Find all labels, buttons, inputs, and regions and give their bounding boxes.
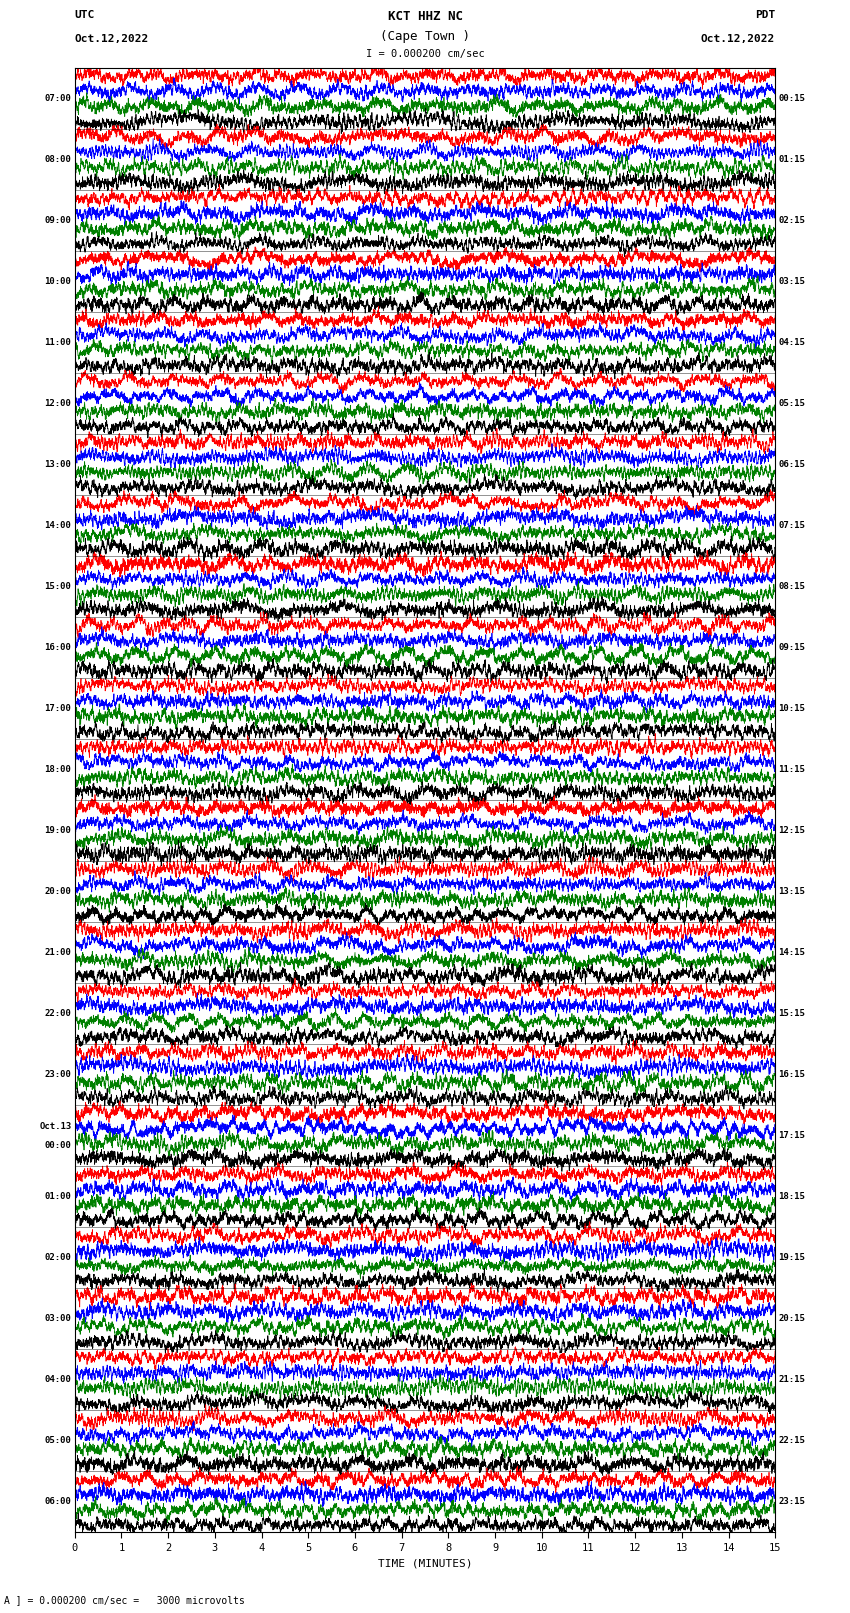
Text: 15:15: 15:15 — [779, 1010, 806, 1018]
Text: 02:15: 02:15 — [779, 216, 806, 224]
Text: 03:00: 03:00 — [44, 1315, 71, 1323]
Text: 07:15: 07:15 — [779, 521, 806, 531]
Text: 14:00: 14:00 — [44, 521, 71, 531]
Text: 03:15: 03:15 — [779, 277, 806, 286]
Text: KCT HHZ NC: KCT HHZ NC — [388, 10, 462, 23]
Text: 14:15: 14:15 — [779, 948, 806, 957]
Text: 05:00: 05:00 — [44, 1436, 71, 1445]
Text: 20:15: 20:15 — [779, 1315, 806, 1323]
Text: 12:15: 12:15 — [779, 826, 806, 836]
Text: UTC: UTC — [75, 10, 95, 19]
Text: 10:00: 10:00 — [44, 277, 71, 286]
Text: Oct.13: Oct.13 — [39, 1123, 71, 1131]
Text: 10:15: 10:15 — [779, 703, 806, 713]
Text: 16:00: 16:00 — [44, 644, 71, 652]
Text: 06:15: 06:15 — [779, 460, 806, 469]
Text: A ] = 0.000200 cm/sec =   3000 microvolts: A ] = 0.000200 cm/sec = 3000 microvolts — [4, 1595, 245, 1605]
Text: I = 0.000200 cm/sec: I = 0.000200 cm/sec — [366, 48, 484, 58]
Text: 08:00: 08:00 — [44, 155, 71, 165]
Text: 22:15: 22:15 — [779, 1436, 806, 1445]
Text: 16:15: 16:15 — [779, 1069, 806, 1079]
Text: 05:15: 05:15 — [779, 398, 806, 408]
Text: 18:15: 18:15 — [779, 1192, 806, 1202]
Text: 00:15: 00:15 — [779, 94, 806, 103]
Text: 02:00: 02:00 — [44, 1253, 71, 1263]
X-axis label: TIME (MINUTES): TIME (MINUTES) — [377, 1558, 473, 1568]
Text: 08:15: 08:15 — [779, 582, 806, 590]
Text: 20:00: 20:00 — [44, 887, 71, 897]
Text: 06:00: 06:00 — [44, 1497, 71, 1507]
Text: 04:00: 04:00 — [44, 1376, 71, 1384]
Text: 12:00: 12:00 — [44, 398, 71, 408]
Text: 04:15: 04:15 — [779, 337, 806, 347]
Text: 17:00: 17:00 — [44, 703, 71, 713]
Text: 13:00: 13:00 — [44, 460, 71, 469]
Text: 17:15: 17:15 — [779, 1131, 806, 1140]
Text: Oct.12,2022: Oct.12,2022 — [701, 34, 775, 44]
Text: 23:15: 23:15 — [779, 1497, 806, 1507]
Text: 00:00: 00:00 — [44, 1140, 71, 1150]
Text: 11:00: 11:00 — [44, 337, 71, 347]
Text: 07:00: 07:00 — [44, 94, 71, 103]
Text: 21:15: 21:15 — [779, 1376, 806, 1384]
Text: Oct.12,2022: Oct.12,2022 — [75, 34, 149, 44]
Text: 13:15: 13:15 — [779, 887, 806, 897]
Text: (Cape Town ): (Cape Town ) — [380, 31, 470, 44]
Text: 18:00: 18:00 — [44, 765, 71, 774]
Text: 19:00: 19:00 — [44, 826, 71, 836]
Text: 15:00: 15:00 — [44, 582, 71, 590]
Text: 09:15: 09:15 — [779, 644, 806, 652]
Text: 22:00: 22:00 — [44, 1010, 71, 1018]
Text: 01:00: 01:00 — [44, 1192, 71, 1202]
Text: 23:00: 23:00 — [44, 1069, 71, 1079]
Text: PDT: PDT — [755, 10, 775, 19]
Text: 11:15: 11:15 — [779, 765, 806, 774]
Text: 21:00: 21:00 — [44, 948, 71, 957]
Text: 01:15: 01:15 — [779, 155, 806, 165]
Text: 09:00: 09:00 — [44, 216, 71, 224]
Text: 19:15: 19:15 — [779, 1253, 806, 1263]
